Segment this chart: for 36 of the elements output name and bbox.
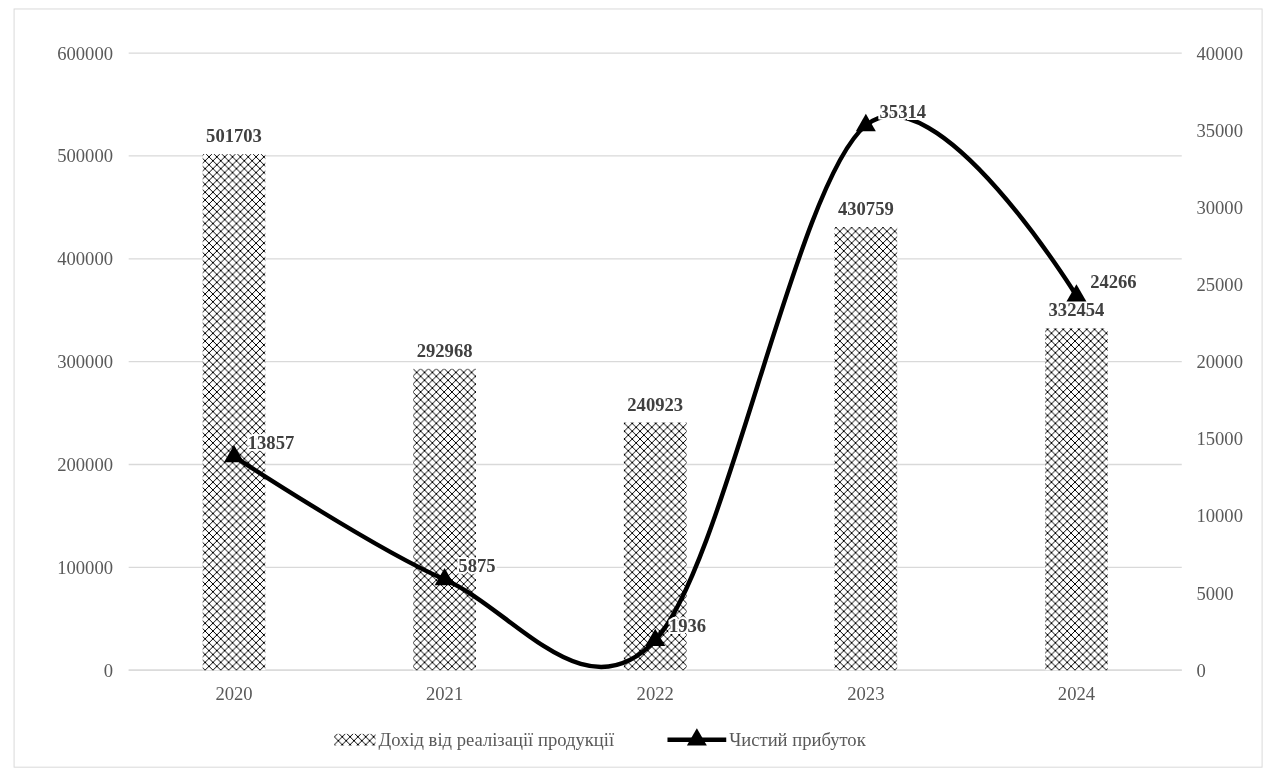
point xyxy=(224,444,244,463)
y2-tick-label: 20000 xyxy=(1196,351,1243,373)
data-label: 501703 xyxy=(206,125,262,147)
y2-tick-label: 15000 xyxy=(1196,428,1243,450)
data-label: 430759 xyxy=(837,198,894,220)
y-tick-label: 600000 xyxy=(57,42,114,64)
y-tick-label: 200000 xyxy=(57,454,114,475)
data-label: 332454 xyxy=(1048,299,1105,321)
point xyxy=(434,568,455,586)
y-tick-label: 100000 xyxy=(57,556,114,578)
y2-tick-label: 5000 xyxy=(1196,582,1234,604)
data-label: 24266 xyxy=(1090,270,1137,292)
point xyxy=(1066,284,1087,302)
legend-label: Чистий прибуток xyxy=(729,729,867,751)
y-tick-label: 400000 xyxy=(57,248,114,270)
bar xyxy=(1045,328,1108,671)
x-tick-label: 2022 xyxy=(636,682,674,704)
bar xyxy=(834,227,898,671)
data-label: 240923 xyxy=(627,393,684,415)
y2-tick-label: 30000 xyxy=(1196,196,1243,218)
point xyxy=(645,628,666,647)
y2-tick-label: 0 xyxy=(1196,659,1206,681)
y2-tick-label: 25000 xyxy=(1196,274,1243,295)
x-tick-label: 2023 xyxy=(847,682,885,704)
y2-tick-label: 10000 xyxy=(1196,505,1243,527)
y-tick-label: 500000 xyxy=(57,145,114,167)
x-tick-label: 2021 xyxy=(426,682,464,704)
legend-label: Дохід від реалізації продукції xyxy=(378,729,615,751)
y-tick-label: 0 xyxy=(103,659,114,681)
x-tick-label: 2024 xyxy=(1057,682,1096,704)
y2-tick-label: 40000 xyxy=(1196,42,1243,64)
data-label: 292968 xyxy=(416,340,473,362)
point xyxy=(855,113,876,132)
y2-tick-label: 35000 xyxy=(1196,119,1243,141)
y-tick-label: 300000 xyxy=(57,351,114,373)
x-tick-label: 2020 xyxy=(215,682,253,704)
